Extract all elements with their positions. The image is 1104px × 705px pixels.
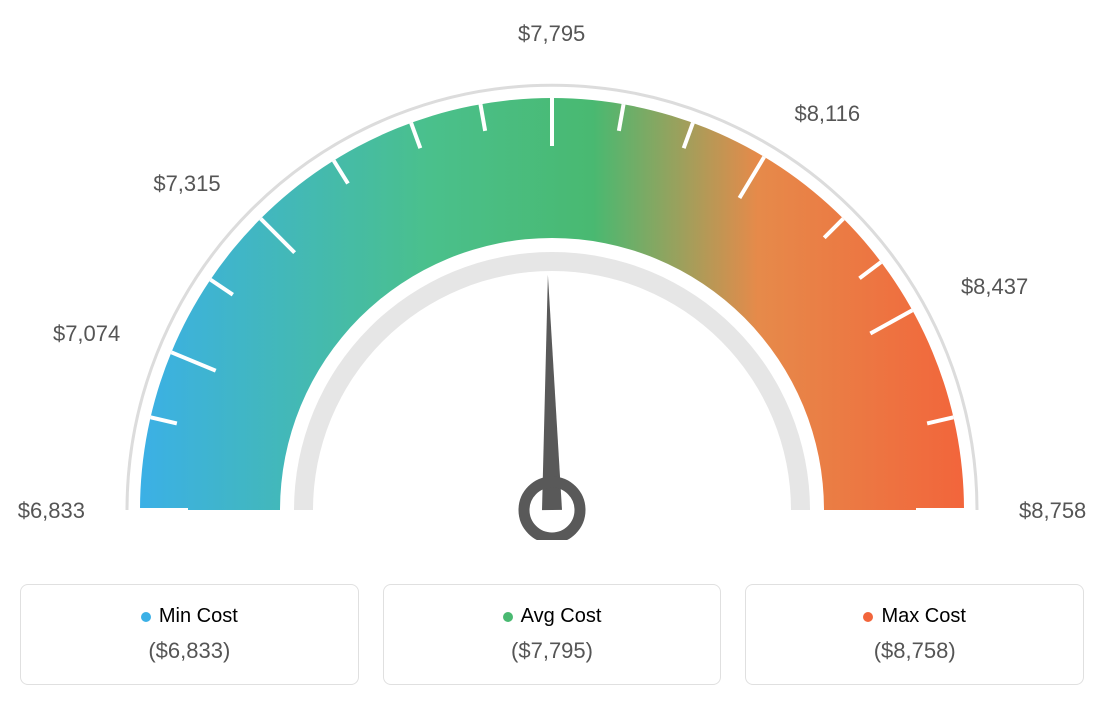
- legend-row: Min Cost ($6,833) Avg Cost ($7,795) Max …: [20, 584, 1084, 685]
- dot-icon: [503, 612, 513, 622]
- dot-icon: [863, 612, 873, 622]
- legend-max-label: Max Cost: [881, 605, 965, 628]
- legend-avg-card: Avg Cost ($7,795): [383, 584, 722, 685]
- legend-max-card: Max Cost ($8,758): [745, 584, 1084, 685]
- gauge-tick-label: $6,833: [18, 498, 85, 524]
- gauge-tick-label: $7,315: [153, 171, 220, 197]
- gauge-svg: [82, 20, 1022, 540]
- gauge-tick-label: $8,116: [794, 101, 860, 127]
- gauge-tick-label: $8,758: [1019, 498, 1086, 524]
- legend-min-card: Min Cost ($6,833): [20, 584, 359, 685]
- legend-min-value: ($6,833): [31, 638, 348, 664]
- legend-avg-label: Avg Cost: [521, 605, 602, 628]
- legend-avg-value: ($7,795): [394, 638, 711, 664]
- legend-max-value: ($8,758): [756, 638, 1073, 664]
- gauge-tick-label: $8,437: [961, 274, 1028, 300]
- legend-min-label: Min Cost: [159, 605, 238, 628]
- gauge-tick-label: $7,074: [53, 321, 120, 347]
- cost-gauge: $6,833 $7,074 $7,315 $7,795 $8,116 $8,437 $8,7…: [20, 20, 1084, 560]
- dot-icon: [141, 612, 151, 622]
- gauge-tick-label: $7,795: [518, 21, 585, 47]
